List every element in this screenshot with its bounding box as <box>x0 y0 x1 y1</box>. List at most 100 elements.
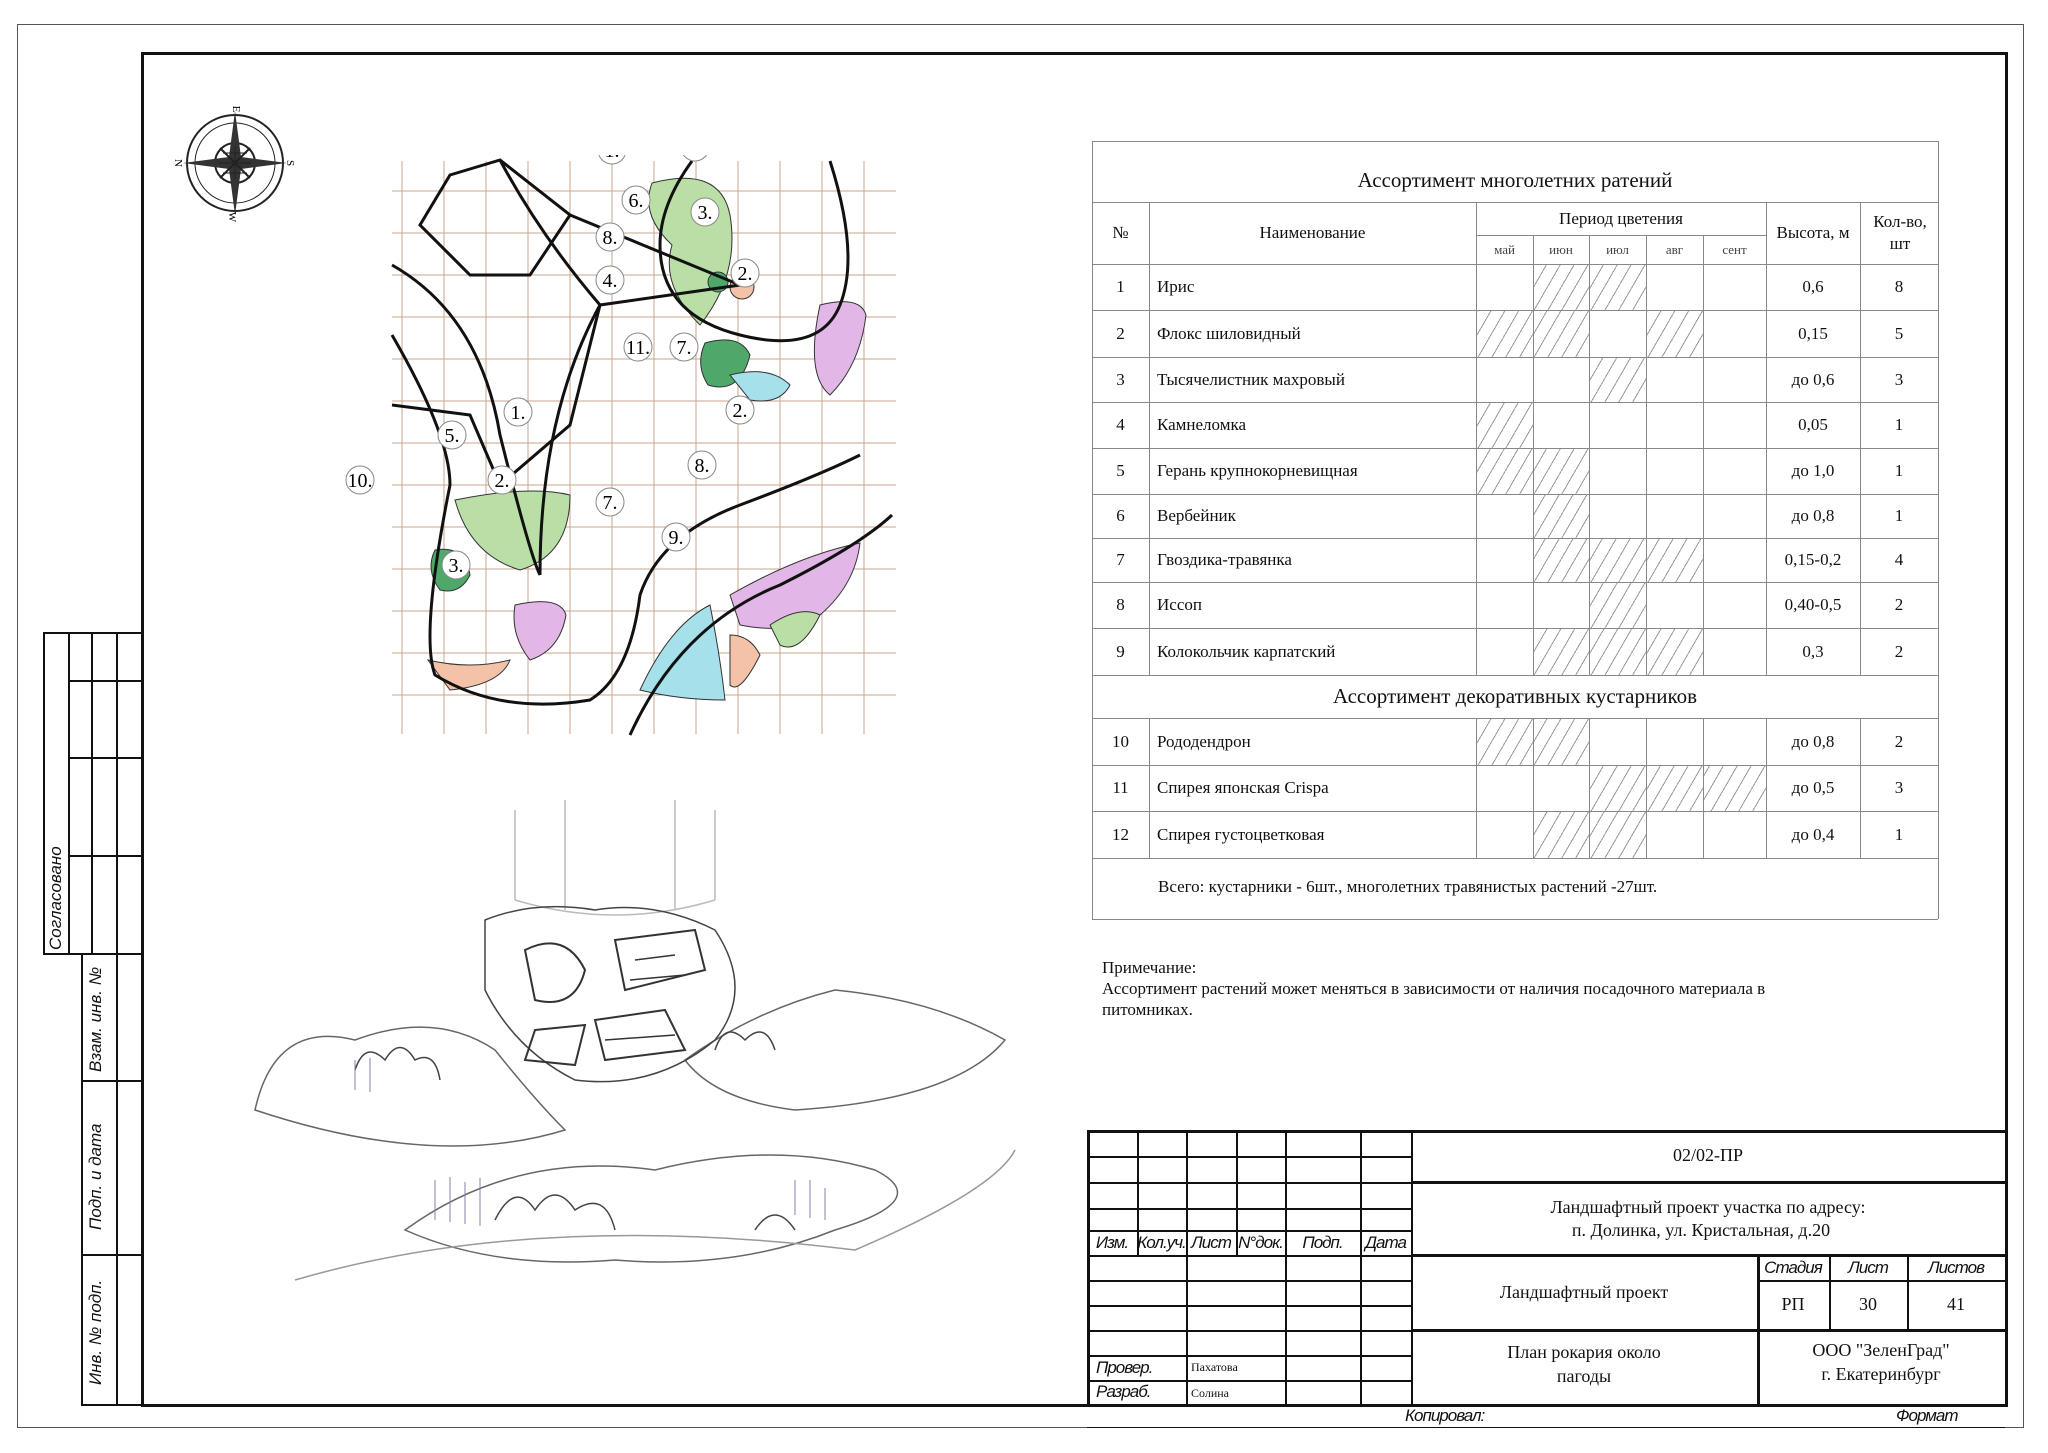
plan-label: 1. <box>605 155 620 162</box>
rule-line <box>1092 202 1938 203</box>
compass-n: N <box>175 159 184 167</box>
rule-line <box>1092 494 1938 495</box>
bloom-hatch <box>1534 449 1589 494</box>
rule-line <box>1533 718 1534 858</box>
month-header: сент <box>1722 241 1747 257</box>
header-qty: Кол-во, шт <box>1873 211 1927 253</box>
rule-line <box>1087 1355 1411 1357</box>
header-height: Высота, м <box>1776 222 1850 242</box>
rule-line <box>1087 1404 2005 1407</box>
plan-label-circle <box>669 332 699 362</box>
rule-line <box>1092 402 1938 403</box>
row-height: 0,6 <box>1802 277 1824 296</box>
bloom-hatch <box>1534 265 1589 310</box>
row-height: до 0,6 <box>1791 369 1835 389</box>
rule-line <box>1092 675 1938 676</box>
rule-line <box>1757 1255 1760 1404</box>
plan-label: 2. <box>733 400 748 422</box>
header-no: № <box>1112 223 1129 242</box>
plan-label: 7. <box>603 492 618 514</box>
bloom-hatch <box>1477 311 1533 357</box>
note-line2: питомниках. <box>1102 1000 1193 1019</box>
rule-line <box>1092 538 1938 539</box>
rule-line <box>1092 310 1938 311</box>
plan-label: 5. <box>445 425 460 447</box>
row-no: 3 <box>1116 369 1125 389</box>
stamp-code: 02/02-ПР <box>1672 1145 1743 1165</box>
rule-line <box>1703 235 1704 675</box>
rule-line <box>1087 1208 1411 1210</box>
plan-label: 8. <box>695 455 710 477</box>
bloom-hatch <box>1647 766 1703 811</box>
compass-w: W <box>226 212 238 223</box>
planting-plan: 1. 12. 6. 3. 8. 4. 2. 11. 7. 1. 5. 10. 2. 2. 8. 7. 9. 3. <box>345 155 896 736</box>
plan-label-circle <box>503 397 533 427</box>
row-height: до 0,4 <box>1791 824 1835 844</box>
plan-label-circle <box>621 185 651 215</box>
stamp-sheets: 41 <box>1947 1294 1965 1314</box>
plan-label: 9. <box>669 527 684 549</box>
rule-line <box>1087 1427 2005 1428</box>
plan-label-circle <box>437 420 467 450</box>
rule-line <box>1087 1305 1411 1307</box>
plan-label: 2. <box>495 470 510 492</box>
stamp-org-2: г. Екатеринбург <box>1821 1363 1941 1384</box>
rule-line <box>1149 202 1150 675</box>
plan-label-circle <box>730 258 760 288</box>
rule-line <box>1092 448 1938 449</box>
row-name: Тысячелистник махровый <box>1157 369 1345 389</box>
stamp-col-label: Подп. <box>1302 1232 1343 1252</box>
bloom-hatch <box>1590 539 1646 582</box>
outline <box>628 513 894 736</box>
note-line1: Ассортимент растений может меняться в за… <box>1102 979 1766 998</box>
stamp-project: Ландшафтный проект <box>1499 1281 1669 1302</box>
plan-label-circle <box>690 197 720 227</box>
side-label-sign-date: Подп. и дата <box>86 1123 105 1230</box>
rule-line <box>1092 141 1938 142</box>
row-qty: 1 <box>1894 506 1904 525</box>
bloom-hatch <box>1534 629 1589 675</box>
compass-e: E <box>230 106 242 113</box>
rule-line <box>1766 202 1767 675</box>
bed-2 <box>813 301 867 396</box>
row-no: 6 <box>1116 506 1125 525</box>
row-height: 0,40-0,5 <box>1784 595 1842 614</box>
stamp-plan-2: пагоды <box>1556 1365 1612 1386</box>
bloom-hatch <box>1590 812 1646 858</box>
row-name: Рододендрон <box>1157 731 1251 751</box>
bloom-hatch <box>1590 629 1646 675</box>
rule-line <box>1860 202 1861 675</box>
bloom-hatch <box>1590 358 1646 402</box>
rule-line <box>1087 1182 1411 1184</box>
section2-title: Ассортимент декоративных кустарников <box>1332 684 1698 708</box>
table-title: Ассортимент многолетних ратений <box>1357 168 1673 192</box>
rule-line <box>1087 1330 1411 1332</box>
header-name: Наименование <box>1259 223 1366 242</box>
outer-border <box>17 24 2024 1428</box>
plan-label-circle <box>682 155 708 162</box>
bloom-hatch <box>1590 265 1646 310</box>
row-height: 0,15 <box>1798 323 1828 343</box>
row-qty: 3 <box>1894 778 1904 797</box>
rule-line <box>1092 765 1938 766</box>
bloom-hatch <box>1647 539 1703 582</box>
stamp-checked-label: Провер. <box>1096 1357 1153 1377</box>
bloom-hatch <box>1590 583 1646 628</box>
rule-line <box>1646 235 1647 675</box>
row-qty: 2 <box>1894 641 1904 661</box>
row-name: Камнеломка <box>1157 415 1247 434</box>
row-height: 0,05 <box>1798 415 1828 434</box>
rule-line <box>1829 1255 1831 1330</box>
rule-line <box>1092 357 1938 358</box>
row-no: 11 <box>1112 778 1129 797</box>
row-no: 9 <box>1116 641 1125 661</box>
side-label-agreed: Согласовано <box>46 846 65 950</box>
rule-line <box>1411 1329 2005 1332</box>
rule-line <box>1087 1130 1411 1132</box>
row-name: Герань крупнокорневищная <box>1157 461 1358 480</box>
bed-8 <box>769 611 821 648</box>
rule-line <box>1087 1380 1411 1382</box>
bed-9 <box>729 634 761 688</box>
rule-line <box>1092 919 1938 920</box>
plan-label-circle <box>487 465 517 495</box>
